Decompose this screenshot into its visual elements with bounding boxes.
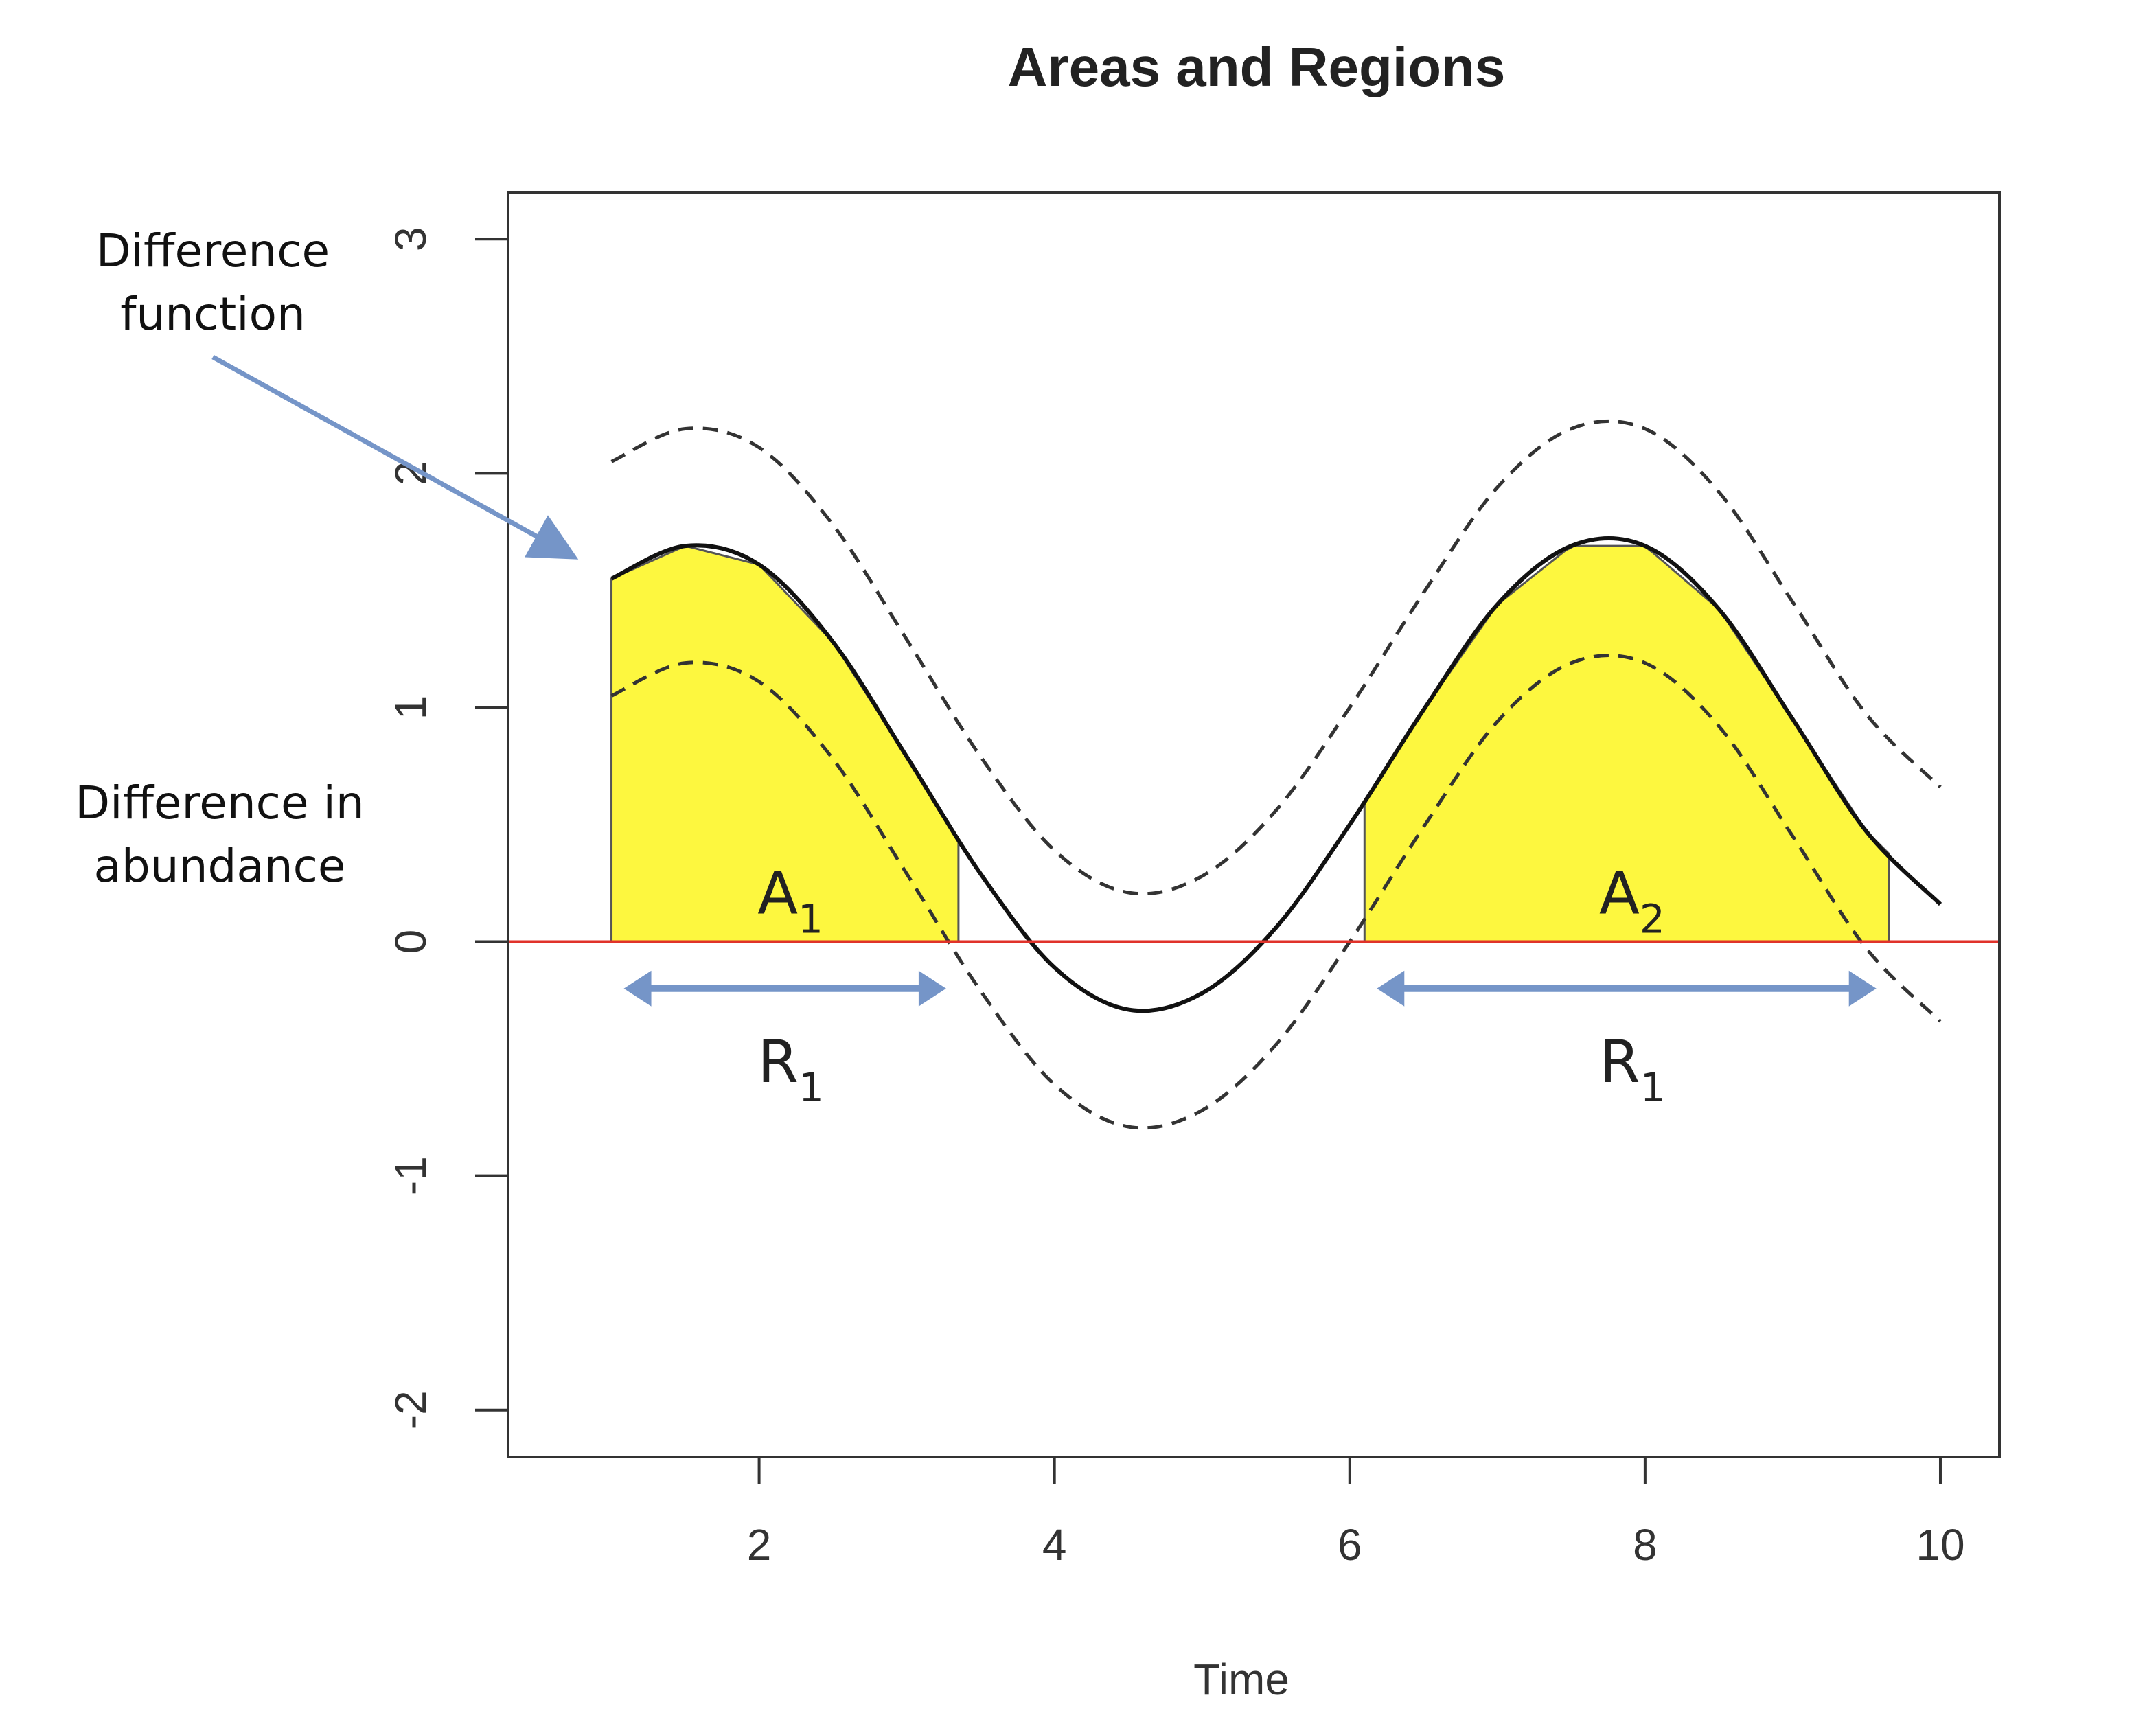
range-label-2: R1: [1599, 1028, 1666, 1111]
range-arrow-head-left-1: [623, 970, 652, 1007]
y-tick-label: 3: [386, 227, 435, 251]
annotation-difference-in-abundance-line2: abundance: [93, 840, 345, 893]
range-arrows: [623, 970, 1877, 1007]
chart-title: Areas and Regions: [1008, 36, 1506, 97]
x-tick-label: 6: [1338, 1520, 1362, 1570]
region-labels: A1 R1 A2 R1: [757, 860, 1665, 1112]
area-label-2: A2: [1599, 860, 1665, 943]
x-tick-label: 4: [1042, 1520, 1067, 1570]
annotation-difference-function-line2: function: [120, 288, 306, 341]
range-label-1: R1: [757, 1028, 824, 1111]
y-tick-label: -2: [386, 1390, 435, 1429]
difference-function-line: [610, 536, 1942, 1013]
y-tick-label: 0: [386, 930, 435, 954]
area-label-1: A1: [757, 860, 823, 943]
x-axis-label: Time: [1193, 1655, 1289, 1704]
curves: [610, 419, 1942, 1130]
annotation-difference-function-arrow: [211, 354, 579, 560]
lower-band-line: [610, 654, 1942, 1130]
upper-band-line: [610, 419, 1942, 896]
range-arrow-head-right-2: [1848, 970, 1877, 1007]
annotations: Difference function Difference in abunda…: [75, 225, 579, 893]
range-arrow-head-right-1: [918, 970, 946, 1007]
x-tick-label: 2: [747, 1520, 772, 1570]
y-tick-label: 1: [386, 696, 435, 720]
annotation-difference-function-line1: Difference: [96, 225, 330, 277]
x-tick-label: 8: [1633, 1520, 1658, 1570]
plot-frame: [507, 191, 2001, 1458]
axes: [507, 191, 2001, 1458]
x-tick-label: 10: [1916, 1520, 1964, 1570]
annotation-difference-in-abundance-line1: Difference in: [75, 777, 364, 829]
x-axis-ticks: 2 4 6 8 10: [747, 1457, 1965, 1570]
range-arrow-head-left-2: [1377, 970, 1405, 1007]
y-tick-label: -1: [386, 1156, 435, 1195]
